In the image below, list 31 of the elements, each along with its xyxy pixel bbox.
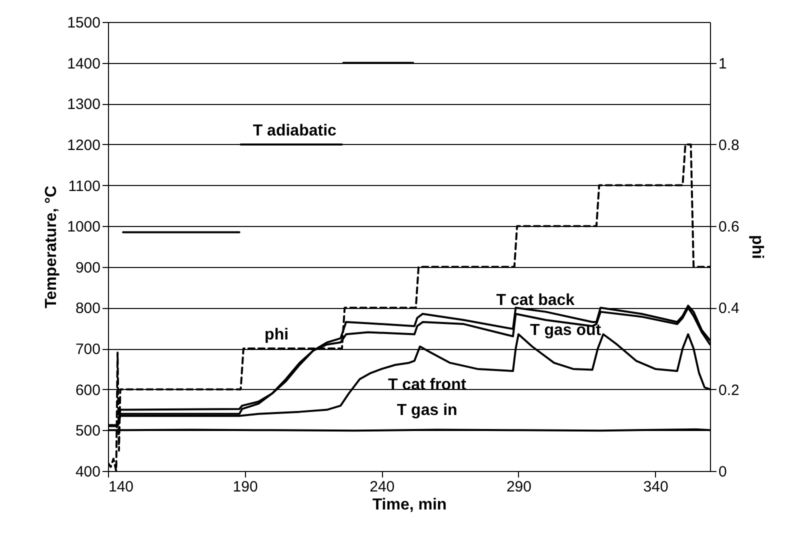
y-tick-label: 800 bbox=[75, 300, 100, 318]
y-tick-label: 1100 bbox=[68, 178, 100, 195]
y2-tick-label: 0 bbox=[718, 464, 727, 480]
y2-tick-label: 0.6 bbox=[718, 218, 740, 236]
y2-tick-label: 0.8 bbox=[718, 136, 740, 154]
y-tick-label: 500 bbox=[75, 422, 100, 440]
series-label: T gas out bbox=[530, 322, 602, 339]
y-tick-label: 900 bbox=[75, 259, 100, 276]
x-tick-label: 140 bbox=[108, 478, 134, 496]
x-tick-label: 340 bbox=[643, 478, 668, 496]
y2-tick-label: 0.4 bbox=[718, 300, 740, 318]
y-tick-label: 1300 bbox=[67, 96, 100, 114]
series-label: T cat back bbox=[496, 292, 575, 309]
y-tick-label: 1400 bbox=[67, 55, 100, 72]
y2-tick-label: 1 bbox=[718, 55, 727, 72]
series-label: T adiabatic bbox=[252, 122, 337, 140]
series-label: T gas in bbox=[396, 402, 458, 419]
y-tick-label: 1200 bbox=[67, 136, 100, 154]
y-tick-label: 1000 bbox=[67, 218, 100, 236]
series-label: phi bbox=[264, 326, 289, 344]
y-tick-label: 700 bbox=[75, 341, 100, 358]
y2-tick-label: 0.2 bbox=[718, 382, 740, 399]
y-tick-label: 400 bbox=[75, 464, 100, 480]
y-axis-title: Temperature, °C bbox=[43, 185, 60, 308]
x-tick-label: 240 bbox=[370, 478, 395, 496]
y2-axis-title: phi bbox=[748, 235, 766, 259]
y-tick-label: 600 bbox=[75, 382, 100, 399]
x-tick-label: 190 bbox=[232, 478, 258, 496]
y-tick-label: 1500 bbox=[67, 14, 100, 32]
x-axis-title: Time, min bbox=[372, 496, 447, 514]
x-tick-label: 290 bbox=[506, 478, 532, 496]
